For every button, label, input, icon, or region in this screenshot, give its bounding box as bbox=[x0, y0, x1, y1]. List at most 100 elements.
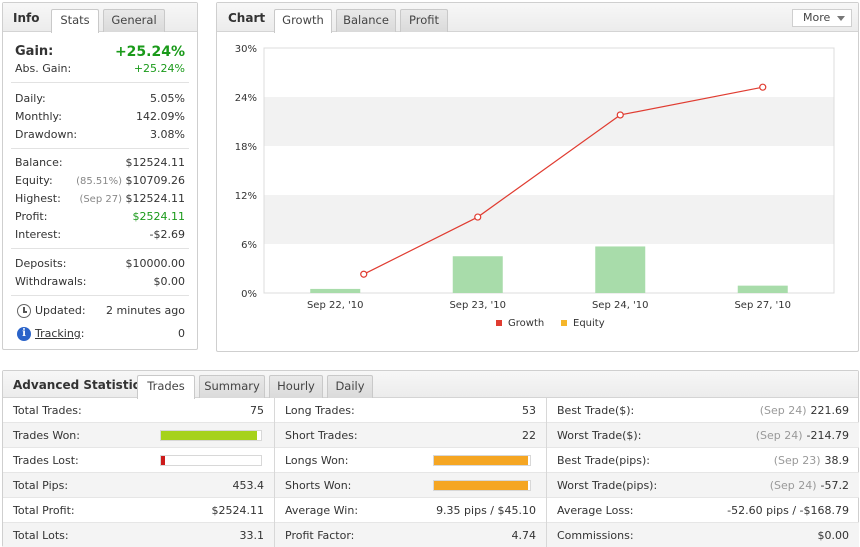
stat-value: 75 bbox=[250, 404, 264, 417]
stat-progress-bar bbox=[433, 455, 531, 466]
chart-bar bbox=[595, 246, 646, 293]
chart-grid-band bbox=[264, 195, 834, 244]
stat-row: Longs Won: bbox=[275, 448, 546, 473]
tab-general[interactable]: General bbox=[103, 9, 165, 32]
stat-label: Commissions: bbox=[557, 529, 634, 542]
tab-profit[interactable]: Profit bbox=[400, 9, 448, 32]
drawdown-row: Drawdown: 3.08% bbox=[13, 127, 187, 143]
tracking-link[interactable]: Tracking bbox=[35, 327, 81, 340]
stat-value: 22 bbox=[522, 429, 536, 442]
highest-row: Highest: (Sep 27) $12524.11 bbox=[13, 191, 187, 207]
highest-value-group: (Sep 27) $12524.11 bbox=[79, 191, 185, 208]
deposits-label: Deposits: bbox=[15, 257, 67, 270]
tracking-colon: : bbox=[80, 327, 85, 340]
balance-label: Balance: bbox=[15, 156, 63, 169]
stat-row: Total Profit: $2524.11 bbox=[3, 498, 274, 523]
stat-row: Trades Won: bbox=[3, 423, 274, 448]
stat-label: Total Lots: bbox=[13, 529, 69, 542]
monthly-row: Monthly: 142.09% bbox=[13, 109, 187, 125]
equity-label: Equity: bbox=[15, 174, 53, 187]
legend-swatch bbox=[561, 320, 567, 326]
tab-info[interactable]: Info bbox=[13, 11, 40, 25]
abs-gain-value: +25.24% bbox=[133, 62, 185, 75]
updated-label: Updated: bbox=[35, 304, 86, 317]
stat-row: Worst Trade($): (Sep 24) -214.79 bbox=[547, 423, 859, 448]
stat-value-group: 4.74 bbox=[512, 523, 537, 547]
deposits-value: $10000.00 bbox=[125, 257, 186, 270]
stat-row: Worst Trade(pips): (Sep 24) -57.2 bbox=[547, 473, 859, 498]
advanced-statistics-title: Advanced Statistics bbox=[13, 378, 147, 392]
stat-label: Worst Trade($): bbox=[557, 429, 642, 442]
tab-growth[interactable]: Growth bbox=[274, 9, 332, 33]
y-tick-label: 30% bbox=[235, 44, 257, 55]
tab-balance[interactable]: Balance bbox=[336, 9, 396, 32]
stat-row: Shorts Won: bbox=[275, 473, 546, 498]
tracking-row: i Tracking: 0 bbox=[13, 326, 187, 342]
stat-value: 33.1 bbox=[239, 529, 265, 542]
updated-value: 2 minutes ago bbox=[106, 304, 185, 317]
equity-value: $10709.26 bbox=[125, 174, 186, 187]
daily-row: Daily: 5.05% bbox=[13, 91, 187, 107]
interest-value: -$2.69 bbox=[149, 228, 185, 241]
x-tick-label: Sep 27, '10 bbox=[734, 300, 791, 311]
stat-row: Average Win: 9.35 pips / $45.10 bbox=[275, 498, 546, 523]
stat-label: Total Trades: bbox=[13, 404, 82, 417]
stat-row: Total Pips: 453.4 bbox=[3, 473, 274, 498]
tab-trades[interactable]: Trades bbox=[137, 375, 195, 399]
stat-progress-bar bbox=[160, 430, 262, 441]
interest-row: Interest: -$2.69 bbox=[13, 227, 187, 243]
stats-column-trades: Total Trades: 75 Trades Won: Trades Lost: To… bbox=[3, 398, 274, 547]
stat-value-group: -52.60 pips / -$168.79 bbox=[727, 498, 849, 523]
drawdown-label: Drawdown: bbox=[15, 128, 78, 141]
monthly-value: 142.09% bbox=[136, 110, 185, 123]
stat-value-group: (Sep 24) -57.2 bbox=[770, 473, 849, 498]
more-button[interactable]: More bbox=[792, 9, 852, 27]
tab-hourly[interactable]: Hourly bbox=[269, 375, 323, 398]
stat-value: $0.00 bbox=[817, 529, 850, 542]
balance-row: Balance: $12524.11 bbox=[13, 155, 187, 171]
stat-label: Average Win: bbox=[285, 504, 359, 517]
chart-panel: Chart Growth Balance Profit More 30% 24% 1… bbox=[216, 2, 859, 352]
stat-value: 4.74 bbox=[511, 529, 537, 542]
tab-stats[interactable]: Stats bbox=[51, 9, 99, 33]
stat-row: Trades Lost: bbox=[3, 448, 274, 473]
chart-bar bbox=[452, 256, 503, 293]
stat-value-group: $2524.11 bbox=[212, 498, 265, 523]
updated-row: Updated: 2 minutes ago bbox=[13, 303, 187, 319]
gain-row: Gain: +25.24% bbox=[13, 43, 187, 61]
profit-value: $2524.11 bbox=[132, 210, 186, 223]
divider bbox=[274, 398, 275, 547]
stat-value-group: $0.00 bbox=[818, 523, 850, 547]
tracking-value: 0 bbox=[178, 327, 185, 340]
growth-point bbox=[474, 213, 482, 221]
stat-label: Total Pips: bbox=[13, 479, 69, 492]
x-tick-label: Sep 24, '10 bbox=[592, 300, 649, 311]
stat-value-group: 9.35 pips / $45.10 bbox=[436, 498, 536, 523]
stat-value: $2524.11 bbox=[211, 504, 265, 517]
growth-chart: 30% 24% 18% 12% 6% 0% Sep 22, '10 Sep 23, '10 Se… bbox=[235, 44, 835, 329]
chart-grid-band bbox=[264, 48, 834, 97]
abs-gain-label: Abs. Gain: bbox=[15, 62, 72, 75]
divider bbox=[11, 82, 189, 83]
stat-value-group: (Sep 24) 221.69 bbox=[760, 398, 849, 423]
withdrawals-row: Withdrawals: $0.00 bbox=[13, 274, 187, 290]
clock-icon bbox=[17, 304, 31, 318]
stat-progress-fill bbox=[161, 431, 257, 440]
legend-swatch bbox=[496, 320, 502, 326]
stat-value-group: 75 bbox=[250, 398, 264, 423]
tab-summary[interactable]: Summary bbox=[199, 375, 265, 398]
tracking-label-group: Tracking: bbox=[35, 326, 85, 342]
stat-date: (Sep 24) bbox=[759, 404, 807, 417]
stat-value: -52.60 pips / -$168.79 bbox=[727, 504, 849, 517]
stat-progress-fill bbox=[161, 456, 165, 465]
divider bbox=[11, 148, 189, 149]
stat-label: Trades Won: bbox=[13, 429, 80, 442]
tab-daily[interactable]: Daily bbox=[327, 375, 373, 398]
stat-label: Short Trades: bbox=[285, 429, 358, 442]
stat-label: Trades Lost: bbox=[13, 454, 79, 467]
stat-value-group: 22 bbox=[522, 423, 536, 448]
advanced-statistics-panel: Advanced Statistics Trades Summary Hourl… bbox=[2, 370, 859, 547]
divider bbox=[11, 295, 189, 296]
highest-value: $12524.11 bbox=[125, 192, 186, 205]
stat-row: Best Trade($): (Sep 24) 221.69 bbox=[547, 398, 859, 423]
